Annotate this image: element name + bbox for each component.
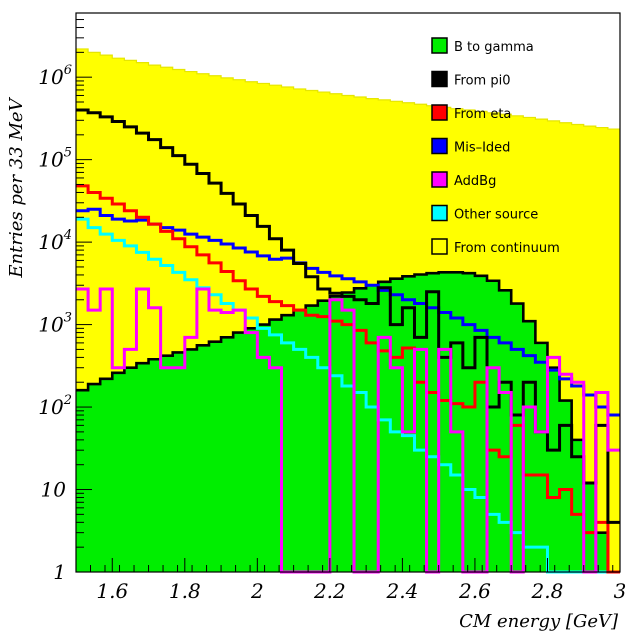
legend: B to gamma From pi0 From eta Mis–Ided AddBg O… bbox=[431, 37, 560, 256]
legend-swatch-b-to-gamma bbox=[431, 37, 448, 54]
legend-label-addbg: AddBg bbox=[454, 174, 496, 189]
x-tick-label: 2.4 bbox=[385, 579, 418, 603]
y-tick-label: 104 bbox=[38, 228, 72, 254]
y-tick-label: 103 bbox=[38, 311, 72, 337]
x-tick-label: 3 bbox=[614, 579, 627, 603]
axis-layer: 1.6 1.8 2 2.2 2.4 2.6 2.8 3 1 10 102 103 104 105 106 bbox=[38, 12, 627, 603]
legend-swatch-mis-ided bbox=[431, 137, 448, 155]
legend-label-from-eta: From eta bbox=[454, 107, 511, 122]
series-layer bbox=[76, 48, 620, 574]
series-addbg-line bbox=[76, 287, 620, 574]
x-tick-label: 1.8 bbox=[169, 579, 201, 603]
x-tick-label: 2.2 bbox=[313, 579, 346, 603]
legend-swatch-addbg bbox=[431, 171, 448, 188]
series-from-continuum-outline bbox=[76, 48, 620, 130]
legend-swatch-other-source bbox=[431, 204, 448, 222]
y-tick-label: 106 bbox=[38, 63, 72, 89]
legend-swatch-from-continuum bbox=[431, 238, 448, 255]
legend-label-other-source: Other source bbox=[454, 208, 538, 223]
legend-label-b-to-gamma: B to gamma bbox=[454, 40, 534, 55]
legend-label-from-pi0: From pi0 bbox=[454, 74, 510, 89]
legend-swatch-from-pi0 bbox=[431, 70, 448, 88]
x-tick-label: 2.8 bbox=[531, 579, 564, 603]
y-tick-label: 105 bbox=[38, 146, 72, 172]
series-mis-ided-line bbox=[76, 207, 620, 417]
x-tick-label: 2.6 bbox=[458, 579, 491, 603]
x-axis-title: CM energy [GeV] bbox=[459, 611, 619, 632]
series-from-pi0-line bbox=[76, 108, 620, 524]
legend-swatch-from-eta bbox=[431, 104, 448, 121]
legend-label-from-continuum: From continuum bbox=[454, 241, 560, 256]
y-tick-label: 10 bbox=[41, 478, 67, 502]
plot-frame bbox=[75, 12, 621, 573]
legend-label-mis-ided: Mis–Ided bbox=[454, 141, 510, 156]
y-tick-label: 1 bbox=[53, 560, 66, 584]
y-tick-label: 102 bbox=[38, 393, 72, 419]
x-tick-label: 1.6 bbox=[96, 579, 128, 603]
x-tick-label: 2 bbox=[250, 579, 264, 603]
y-axis-title: Entries per 33 MeV bbox=[6, 96, 27, 278]
